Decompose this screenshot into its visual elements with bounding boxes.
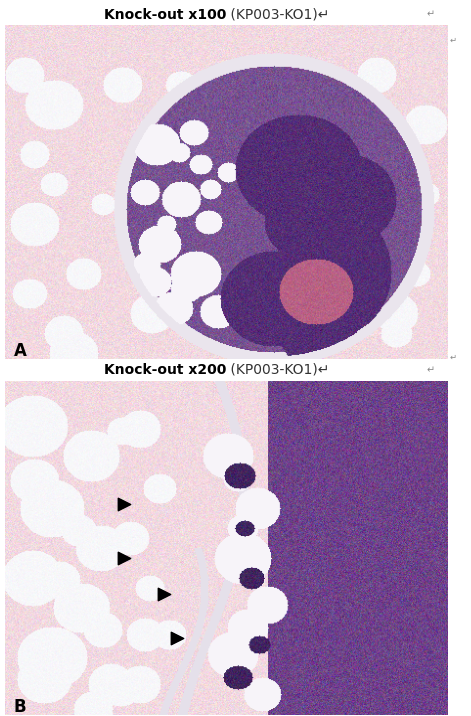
Text: ↵: ↵: [426, 9, 434, 19]
Text: Knock-out x200: Knock-out x200: [104, 363, 226, 377]
Text: ↵: ↵: [450, 352, 457, 362]
Text: A: A: [14, 342, 26, 360]
Text: (KP003-KO1)↵: (KP003-KO1)↵: [226, 7, 329, 21]
Text: ↵: ↵: [450, 35, 457, 44]
Text: Knock-out x100: Knock-out x100: [104, 7, 226, 21]
Text: (KP003-KO1)↵: (KP003-KO1)↵: [226, 363, 329, 377]
Text: B: B: [14, 698, 26, 716]
Text: ↵: ↵: [426, 365, 434, 375]
